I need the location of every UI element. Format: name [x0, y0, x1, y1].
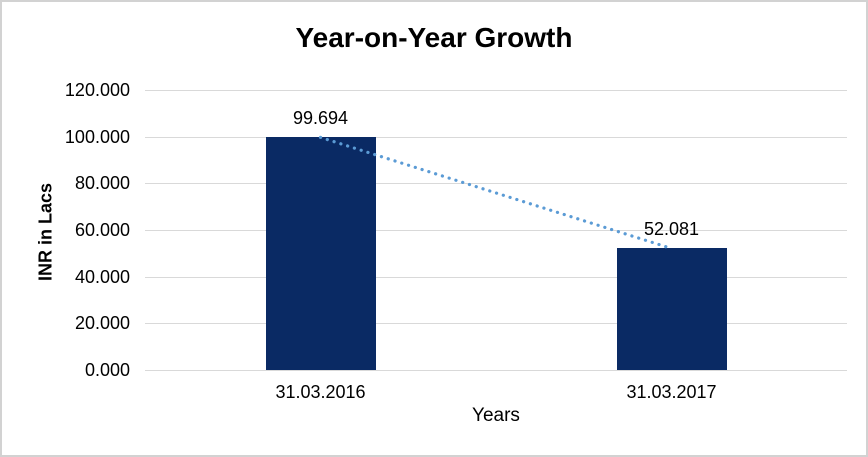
gridline: [145, 183, 847, 185]
gridline: [145, 136, 847, 138]
y-axis-tick-label: 20.000: [74, 313, 130, 334]
data-label: 52.081: [643, 219, 700, 240]
y-axis-tick-label: 60.000: [74, 220, 130, 240]
x-axis-tick-label: 31.03.2017: [626, 382, 717, 402]
data-label: 99.694: [292, 108, 349, 129]
y-axis-tick-label: 120.000: [64, 80, 130, 100]
plot-area: 99.694 52.081: [145, 90, 847, 371]
gridline: [145, 370, 847, 371]
gridline: [145, 90, 847, 91]
chart-title: Year-on-Year Growth: [295, 22, 573, 53]
x-axis-tick-label: 31.03.2016: [275, 382, 366, 402]
bar-31.03.2017: [616, 248, 727, 370]
y-axis-tick-label: 0.000: [84, 360, 130, 380]
y-axis-tick-label: 40.000: [74, 266, 130, 287]
bar-31.03.2016: [265, 137, 376, 370]
y-axis-tick-label: 100.000: [64, 126, 130, 147]
gridline: [145, 323, 847, 325]
gridline: [145, 276, 847, 278]
x-axis-title: Years: [472, 405, 520, 426]
y-axis-tick-label: 80.000: [74, 173, 130, 194]
